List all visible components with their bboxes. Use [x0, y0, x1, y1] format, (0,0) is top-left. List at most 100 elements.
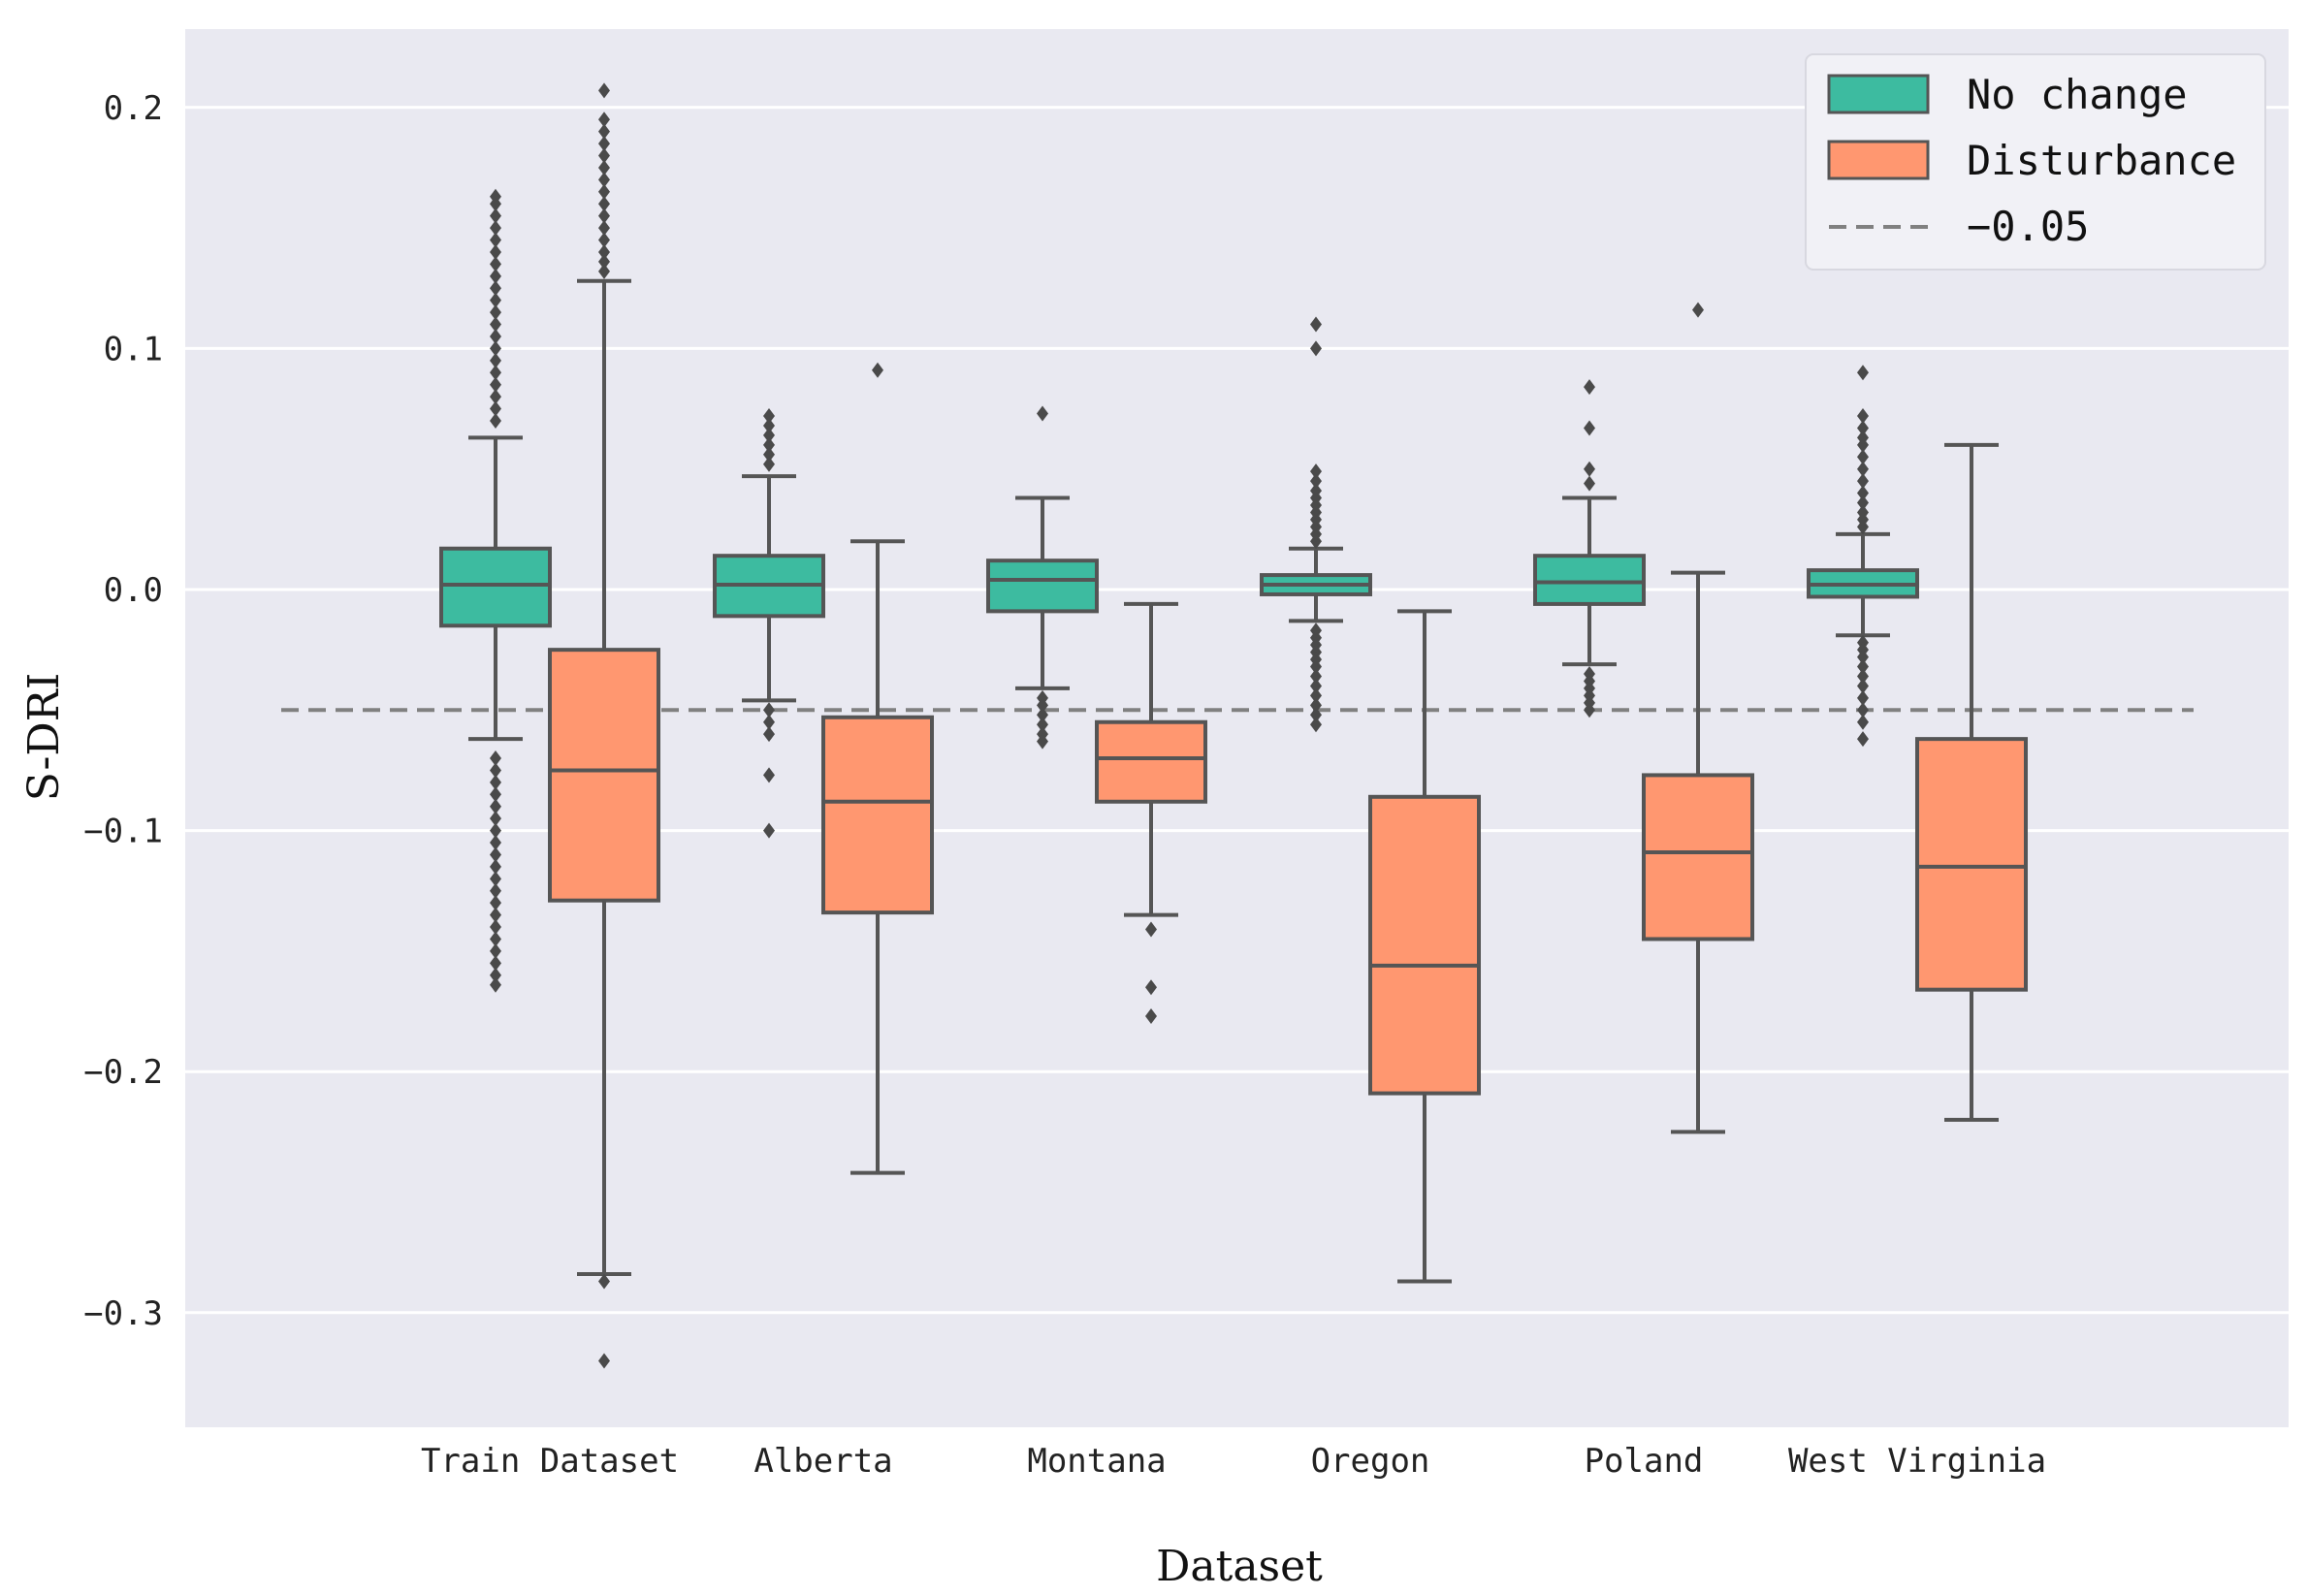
box-group-no-change [1807, 365, 1919, 748]
outlier-point [490, 188, 501, 205]
outlier-point [598, 263, 610, 279]
x-tick-label: West Virginia [1788, 1442, 2046, 1481]
outlier-point [598, 232, 610, 248]
outlier-point [1857, 678, 1869, 694]
outlier-point [598, 183, 610, 200]
outlier-point [763, 822, 775, 839]
outlier-point [490, 268, 501, 284]
outlier-point [490, 871, 501, 887]
outlier-point [598, 82, 610, 99]
outlier-point [598, 172, 610, 188]
outlier-point [1857, 689, 1869, 706]
outlier-point [598, 147, 610, 164]
outlier-point [1310, 668, 1322, 685]
outlier-point [763, 767, 775, 783]
outlier-point [490, 846, 501, 863]
outlier-point [490, 907, 501, 923]
box-iqr [1368, 794, 1481, 1096]
outlier-point [1857, 731, 1869, 748]
outlier-point [598, 136, 610, 152]
outlier-point [1037, 717, 1048, 733]
outlier-point [1310, 707, 1322, 723]
y-tick-label: −0.1 [83, 813, 163, 851]
outlier-point [1857, 485, 1869, 501]
legend-swatch-no-change [1827, 74, 1930, 114]
legend-label-disturbance: Disturbance [1967, 137, 2236, 184]
outlier-point [490, 292, 501, 308]
outlier-point [1310, 316, 1322, 333]
outlier-point [490, 895, 501, 911]
box-iqr [1642, 773, 1754, 942]
outlier-point [1857, 504, 1869, 521]
y-tick-label: −0.2 [83, 1053, 163, 1092]
box-group-no-change [439, 188, 552, 993]
outlier-point [490, 811, 501, 827]
outlier-point [598, 123, 610, 140]
outlier-point [490, 882, 501, 899]
outlier-point [490, 352, 501, 368]
outlier-point [1857, 430, 1869, 446]
box-group-disturbance [1095, 601, 1207, 1025]
box-iqr [1533, 554, 1646, 606]
outlier-point [598, 196, 610, 212]
outlier-point [490, 243, 501, 260]
box-group-disturbance [548, 82, 660, 1369]
outlier-point [1145, 1008, 1157, 1025]
outlier-point [1857, 449, 1869, 465]
outlier-point [490, 750, 501, 767]
outlier-point [1857, 461, 1869, 477]
outlier-point [490, 955, 501, 972]
legend-label-reference: −0.05 [1967, 203, 2089, 250]
outlier-point [490, 919, 501, 936]
box-group-disturbance [821, 362, 934, 1175]
outlier-point [763, 714, 775, 730]
outlier-point [763, 456, 775, 472]
outlier-point [490, 786, 501, 803]
outlier-point [490, 232, 501, 248]
outlier-point [490, 400, 501, 417]
x-tick-labels: Train Dataset Alberta Montana Oregon Poland W… [421, 1442, 2046, 1481]
outlier-point [490, 376, 501, 393]
box-iqr [1915, 737, 2028, 992]
outlier-point [1857, 668, 1869, 685]
outlier-point [490, 976, 501, 993]
box-group-disturbance [1368, 609, 1481, 1284]
outlier-point [490, 931, 501, 947]
outlier-point [490, 280, 501, 297]
outlier-point [598, 220, 610, 237]
x-tick-label: Oregon [1311, 1442, 1430, 1481]
box-group-no-change [986, 405, 1099, 750]
legend: No change Disturbance −0.05 [1805, 53, 2266, 271]
outlier-point [490, 328, 501, 344]
outlier-point [1310, 687, 1322, 704]
box-group-disturbance [1915, 442, 2028, 1122]
outlier-point [1857, 420, 1869, 436]
outlier-point [490, 207, 501, 224]
outlier-point [598, 207, 610, 224]
box-iqr [821, 715, 934, 915]
outlier-point [490, 304, 501, 321]
outlier-point [598, 253, 610, 270]
legend-label-no-change: No change [1967, 71, 2188, 118]
outlier-point [1584, 702, 1595, 718]
outlier-point [1584, 379, 1595, 396]
outlier-point [490, 858, 501, 875]
y-tick-labels: 0.2 0.1 0.0 −0.1 −0.2 −0.3 [83, 89, 163, 1333]
outlier-point [490, 256, 501, 272]
outlier-point [1857, 408, 1869, 425]
outlier-point [1584, 420, 1595, 436]
box-group-no-change [713, 408, 825, 839]
outlier-point [490, 389, 501, 405]
outlier-point [872, 362, 883, 378]
legend-swatch-disturbance [1827, 140, 1930, 180]
y-axis-title: S-DRI [19, 673, 69, 801]
outlier-point [1310, 697, 1322, 714]
outlier-point [490, 835, 501, 851]
outlier-point [1857, 495, 1869, 511]
outlier-point [598, 1273, 610, 1290]
box-group-no-change [1260, 316, 1372, 733]
outlier-point [1037, 697, 1048, 714]
outlier-point [1857, 714, 1869, 730]
outlier-point [763, 446, 775, 463]
